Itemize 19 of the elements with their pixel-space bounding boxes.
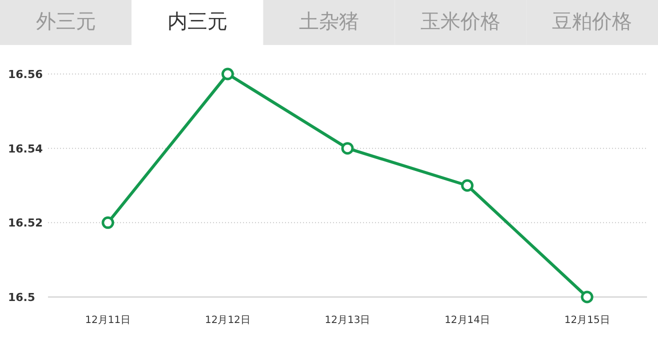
- point: [580, 290, 594, 304]
- x-tick-label: 12月14日: [444, 315, 490, 326]
- y-tick-label: 16.52: [8, 216, 43, 230]
- x-tick-label: 12月12日: [204, 315, 250, 326]
- text: 玉米价格: [420, 9, 501, 33]
- y-tick-label: 16.56: [8, 68, 44, 81]
- x-tick-label: 12月13日: [324, 315, 370, 326]
- text: 内三元: [167, 9, 228, 33]
- point: [341, 142, 354, 155]
- text: 外三元: [36, 9, 96, 33]
- point: [221, 68, 234, 80]
- x-tick-label: 12月15日: [564, 315, 610, 326]
- y-tick-label: 16.54: [8, 142, 44, 156]
- text: 土杂猪: [299, 9, 359, 33]
- point: [461, 179, 474, 192]
- text: 豆粕价格: [552, 9, 632, 33]
- point: [102, 216, 114, 229]
- x-tick-label: 12月11日: [85, 315, 131, 326]
- y-tick-label: 16.5: [8, 291, 36, 304]
